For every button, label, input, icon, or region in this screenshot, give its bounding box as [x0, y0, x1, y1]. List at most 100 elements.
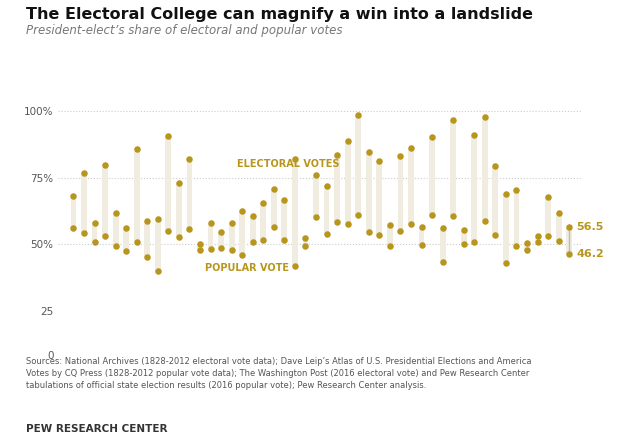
Point	[184, 156, 195, 163]
Point	[480, 217, 490, 224]
Point	[554, 238, 564, 245]
Bar	[155, 219, 161, 271]
Bar	[271, 189, 276, 227]
Point	[353, 111, 364, 119]
Bar	[102, 165, 108, 237]
Bar	[556, 213, 561, 241]
Point	[153, 268, 163, 275]
Point	[279, 236, 289, 243]
Bar	[366, 152, 372, 232]
Bar	[260, 203, 266, 240]
Point	[205, 219, 216, 226]
Text: 56.5: 56.5	[576, 222, 604, 232]
Point	[438, 258, 448, 266]
Point	[374, 157, 385, 164]
Bar	[345, 141, 351, 225]
Point	[396, 227, 406, 234]
Point	[100, 233, 110, 240]
Bar	[239, 211, 245, 255]
Point	[448, 212, 458, 219]
Point	[427, 133, 437, 140]
Point	[290, 156, 300, 163]
Point	[90, 220, 100, 227]
Point	[111, 209, 121, 216]
Point	[342, 137, 353, 144]
Point	[79, 230, 89, 237]
Bar	[440, 229, 445, 262]
Point	[543, 233, 553, 240]
Bar	[334, 155, 340, 222]
Point	[385, 242, 395, 249]
Bar	[461, 230, 467, 244]
Bar	[513, 190, 520, 246]
Point	[385, 222, 395, 229]
Text: PEW RESEARCH CENTER: PEW RESEARCH CENTER	[26, 424, 167, 434]
Bar	[534, 236, 540, 242]
Point	[121, 248, 131, 255]
Point	[342, 221, 353, 228]
Point	[417, 224, 427, 231]
Bar	[166, 136, 172, 231]
Point	[142, 217, 152, 224]
Point	[269, 224, 279, 231]
Point	[205, 245, 216, 252]
Point	[469, 239, 479, 246]
Bar	[451, 120, 456, 216]
Point	[490, 232, 500, 239]
Point	[511, 186, 522, 194]
Bar	[250, 216, 255, 242]
Bar	[482, 117, 488, 221]
Point	[132, 238, 142, 246]
Bar	[113, 213, 118, 246]
Point	[417, 242, 427, 249]
Bar	[81, 173, 87, 233]
Text: ELECTORAL VOTES: ELECTORAL VOTES	[237, 159, 339, 169]
Bar	[397, 156, 403, 230]
Point	[364, 148, 374, 155]
Point	[511, 243, 522, 250]
Bar	[303, 238, 308, 246]
Point	[300, 243, 310, 250]
Bar	[545, 197, 551, 237]
Point	[174, 180, 184, 187]
Point	[269, 186, 279, 193]
Bar	[566, 227, 572, 254]
Point	[248, 212, 258, 219]
Point	[321, 230, 332, 237]
Point	[227, 219, 237, 226]
Point	[184, 226, 195, 233]
Point	[258, 200, 268, 207]
Point	[227, 246, 237, 254]
Point	[300, 235, 310, 242]
Bar	[207, 223, 214, 249]
Bar	[492, 166, 499, 235]
Bar	[313, 174, 319, 217]
Point	[353, 212, 364, 219]
Point	[564, 223, 574, 230]
Point	[480, 114, 490, 121]
Bar	[503, 194, 509, 263]
Point	[68, 192, 79, 199]
Bar	[376, 161, 382, 235]
Point	[522, 240, 532, 247]
Point	[79, 170, 89, 177]
Bar	[218, 232, 224, 248]
Point	[554, 210, 564, 217]
Point	[332, 151, 342, 158]
Bar	[124, 228, 129, 251]
Bar	[429, 137, 435, 214]
Point	[195, 240, 205, 247]
Point	[163, 132, 173, 139]
Point	[237, 208, 247, 215]
Bar	[292, 159, 298, 266]
Text: 46.2: 46.2	[576, 250, 604, 259]
Bar	[419, 227, 424, 245]
Point	[90, 238, 100, 246]
Text: The Electoral College can magnify a win into a landslide: The Electoral College can magnify a win …	[26, 7, 532, 22]
Point	[279, 197, 289, 204]
Bar	[70, 196, 76, 228]
Bar	[472, 135, 477, 242]
Point	[522, 246, 532, 254]
Point	[237, 251, 247, 258]
Point	[396, 152, 406, 159]
